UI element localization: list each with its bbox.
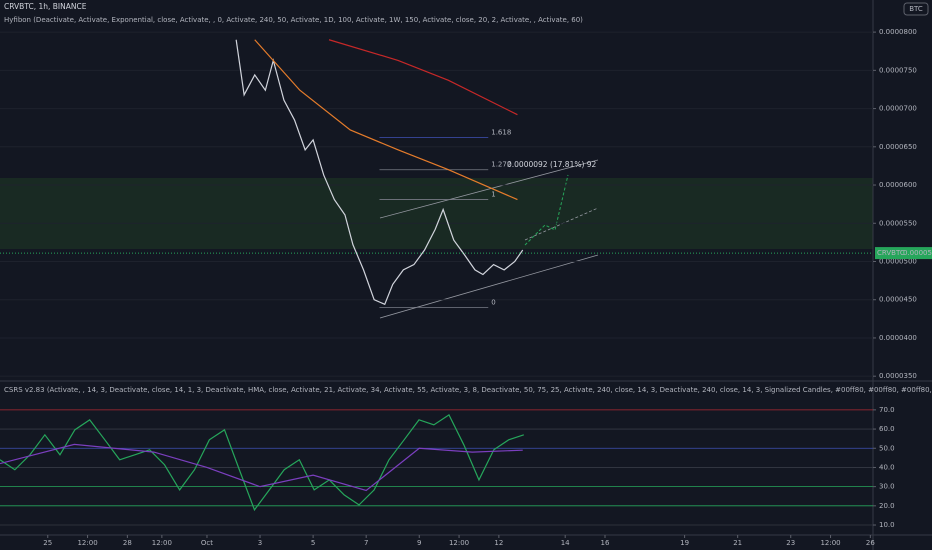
- fib-label: 0: [491, 298, 495, 306]
- y-tick-label: 60.0: [879, 425, 895, 433]
- x-tick-label: 26: [866, 539, 875, 547]
- series-line: [328, 39, 518, 116]
- x-tick-label: 9: [417, 539, 421, 547]
- y-tick-label: 0.0000400: [879, 334, 917, 342]
- x-tick-label: Oct: [201, 539, 213, 547]
- x-tick-label: 28: [123, 539, 132, 547]
- x-tick-label: 12:00: [449, 539, 469, 547]
- zone: [0, 178, 873, 249]
- y-tick-label: 50.0: [879, 444, 895, 452]
- symbol-label: CRVBTC: [877, 249, 905, 257]
- y-tick-label: 0.0000700: [879, 105, 917, 113]
- y-tick-label: 10.0: [879, 521, 895, 529]
- series-line: [254, 39, 518, 201]
- x-tick-label: 3: [258, 539, 262, 547]
- x-tick-label: 23: [786, 539, 795, 547]
- y-tick-label: 20.0: [879, 502, 895, 510]
- y-tick-label: 70.0: [879, 406, 895, 414]
- projection: [524, 174, 569, 246]
- annotation: 0.0000092 (17.81%) 92: [507, 160, 597, 169]
- x-tick-label: 21: [733, 539, 742, 547]
- x-tick-label: 19: [680, 539, 689, 547]
- x-tick-label: 12:00: [152, 539, 172, 547]
- series-line: [235, 39, 524, 306]
- x-tick-label: 14: [561, 539, 570, 547]
- x-tick-label: 12: [494, 539, 503, 547]
- x-tick-label: 16: [601, 539, 610, 547]
- x-tick-label: 7: [364, 539, 368, 547]
- x-tick-label: 5: [311, 539, 315, 547]
- indicator-title: Hyfibon (Deactivate, Activate, Exponenti…: [4, 16, 583, 24]
- x-tick-label: 12:00: [820, 539, 840, 547]
- y-tick-label: 0.0000750: [879, 66, 917, 74]
- y-tick-label: 0.0000550: [879, 219, 917, 227]
- y-tick-label: 0.0000450: [879, 296, 917, 304]
- x-tick-label: 25: [43, 539, 52, 547]
- y-tick-label: 30.0: [879, 483, 895, 491]
- currency: BTC: [909, 5, 923, 13]
- y-tick-label: 0.0000600: [879, 181, 917, 189]
- fib-label: 1.272: [491, 161, 511, 169]
- chart-title: CRVBTC, 1h, BINANCE: [4, 2, 87, 11]
- currency-badge[interactable]: [903, 2, 929, 16]
- series-line: [0, 413, 524, 512]
- fib-label: 1: [491, 191, 495, 199]
- channel: [379, 159, 599, 219]
- fib-label: 1.618: [491, 129, 511, 137]
- series-line: [0, 443, 523, 492]
- channel-mid: [524, 207, 599, 241]
- y-tick-label: 0.0000350: [879, 372, 917, 380]
- y-tick-label: 0.0000500: [879, 257, 917, 265]
- oscillator-title: CSRS v2.83 (Activate, , 14, 3, Deactivat…: [4, 386, 932, 394]
- x-tick-label: 12:00: [77, 539, 97, 547]
- y-tick-label: 40.0: [879, 463, 895, 471]
- y-tick-label: 0.0000800: [879, 28, 917, 36]
- y-tick-label: 0.0000650: [879, 143, 917, 151]
- last-price: 0.0000511: [903, 249, 932, 257]
- price-tag: [875, 247, 932, 260]
